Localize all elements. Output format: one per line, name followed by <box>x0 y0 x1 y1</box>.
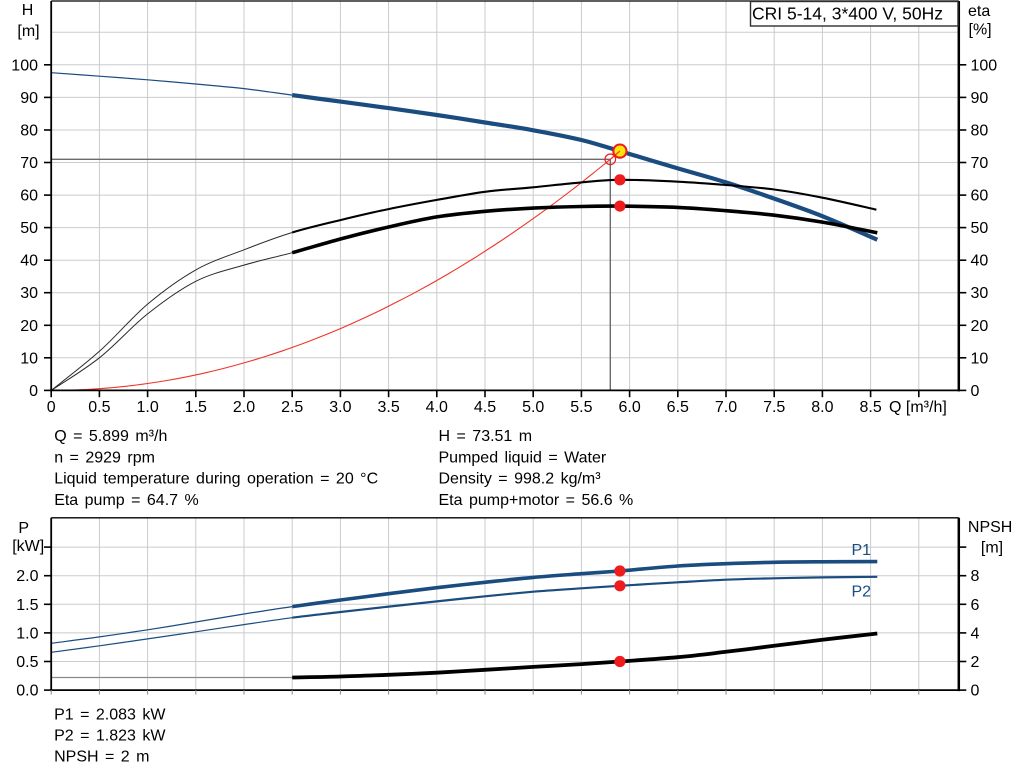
svg-text:20: 20 <box>20 318 38 335</box>
svg-text:100: 100 <box>971 57 998 74</box>
svg-text:8.5: 8.5 <box>859 399 881 416</box>
svg-text:8: 8 <box>971 568 980 585</box>
svg-text:100: 100 <box>11 57 38 74</box>
svg-text:0: 0 <box>29 383 38 400</box>
svg-text:0.5: 0.5 <box>88 399 110 416</box>
svg-text:1.0: 1.0 <box>136 399 158 416</box>
svg-text:60: 60 <box>971 188 989 205</box>
svg-text:P1: P1 <box>852 542 872 559</box>
svg-text:4: 4 <box>971 625 980 642</box>
svg-text:P1 = 2.083 kW: P1 = 2.083 kW <box>54 706 166 723</box>
svg-text:80: 80 <box>20 123 38 140</box>
svg-text:50: 50 <box>20 220 38 237</box>
svg-text:8.0: 8.0 <box>811 399 833 416</box>
svg-text:0.0: 0.0 <box>16 683 38 700</box>
svg-text:80: 80 <box>971 123 989 140</box>
svg-text:10: 10 <box>971 350 989 367</box>
svg-text:70: 70 <box>971 155 989 172</box>
svg-text:0.5: 0.5 <box>16 654 38 671</box>
svg-text:[m]: [m] <box>981 540 1003 557</box>
svg-text:6.5: 6.5 <box>667 399 689 416</box>
svg-text:4.5: 4.5 <box>474 399 496 416</box>
svg-text:[kW]: [kW] <box>12 538 44 555</box>
svg-text:20: 20 <box>971 318 989 335</box>
svg-text:60: 60 <box>20 188 38 205</box>
svg-text:CRI 5-14, 3*400 V, 50Hz: CRI 5-14, 3*400 V, 50Hz <box>752 3 943 23</box>
svg-text:Eta pump = 64.7 %: Eta pump = 64.7 % <box>54 492 199 509</box>
svg-text:eta: eta <box>968 3 990 20</box>
svg-text:0: 0 <box>47 399 56 416</box>
svg-text:40: 40 <box>971 253 989 270</box>
svg-text:P: P <box>18 520 29 537</box>
svg-text:[m]: [m] <box>17 23 39 40</box>
svg-text:3.5: 3.5 <box>377 399 399 416</box>
svg-text:Liquid temperature during oper: Liquid temperature during operation = 20… <box>54 471 378 488</box>
svg-text:5.0: 5.0 <box>522 399 544 416</box>
svg-text:0: 0 <box>971 683 980 700</box>
svg-text:n = 2929 rpm: n = 2929 rpm <box>54 449 155 466</box>
svg-text:Q [m³/h]: Q [m³/h] <box>889 399 947 416</box>
svg-text:1.0: 1.0 <box>16 625 38 642</box>
svg-text:Eta pump+motor = 56.6 %: Eta pump+motor = 56.6 % <box>439 492 634 509</box>
svg-text:30: 30 <box>971 285 989 302</box>
svg-text:30: 30 <box>20 285 38 302</box>
svg-text:2.0: 2.0 <box>233 399 255 416</box>
svg-text:2: 2 <box>971 654 980 671</box>
svg-text:10: 10 <box>20 350 38 367</box>
svg-text:NPSH: NPSH <box>968 519 1012 536</box>
svg-text:50: 50 <box>971 220 989 237</box>
svg-text:40: 40 <box>20 253 38 270</box>
svg-text:NPSH = 2 m: NPSH = 2 m <box>54 749 149 766</box>
svg-text:3.0: 3.0 <box>329 399 351 416</box>
svg-text:P2 = 1.823 kW: P2 = 1.823 kW <box>54 727 166 744</box>
svg-text:6: 6 <box>971 597 980 614</box>
svg-text:7.5: 7.5 <box>763 399 785 416</box>
svg-text:P2: P2 <box>852 583 872 600</box>
svg-text:70: 70 <box>20 155 38 172</box>
svg-text:90: 90 <box>971 90 989 107</box>
svg-text:Density = 998.2 kg/m³: Density = 998.2 kg/m³ <box>439 471 602 488</box>
svg-text:0: 0 <box>971 383 980 400</box>
svg-text:4.0: 4.0 <box>426 399 448 416</box>
svg-text:Pumped liquid = Water: Pumped liquid = Water <box>439 449 607 466</box>
svg-text:90: 90 <box>20 90 38 107</box>
svg-text:1.5: 1.5 <box>185 399 207 416</box>
svg-text:2.5: 2.5 <box>281 399 303 416</box>
svg-text:2.0: 2.0 <box>16 568 38 585</box>
svg-text:H: H <box>22 2 34 19</box>
svg-text:5.5: 5.5 <box>570 399 592 416</box>
svg-text:1.5: 1.5 <box>16 597 38 614</box>
svg-text:[%]: [%] <box>969 22 992 39</box>
svg-text:H = 73.51 m: H = 73.51 m <box>439 428 533 445</box>
svg-text:6.0: 6.0 <box>618 399 640 416</box>
svg-text:7.0: 7.0 <box>715 399 737 416</box>
svg-text:Q = 5.899 m³/h: Q = 5.899 m³/h <box>54 428 167 445</box>
